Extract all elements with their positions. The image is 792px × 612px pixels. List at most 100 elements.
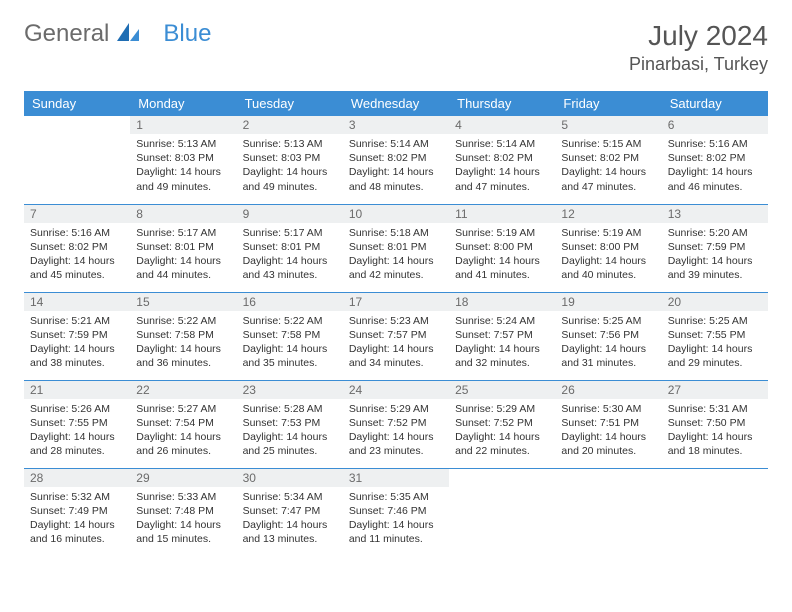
calendar-cell: 28Sunrise: 5:32 AMSunset: 7:49 PMDayligh… — [24, 468, 130, 556]
calendar-cell: 16Sunrise: 5:22 AMSunset: 7:58 PMDayligh… — [237, 292, 343, 380]
calendar-cell: 3Sunrise: 5:14 AMSunset: 8:02 PMDaylight… — [343, 116, 449, 204]
daylight-text: Daylight: 14 hours and 32 minutes. — [455, 342, 549, 370]
calendar-cell: 1Sunrise: 5:13 AMSunset: 8:03 PMDaylight… — [130, 116, 236, 204]
sunrise-text: Sunrise: 5:33 AM — [136, 490, 230, 504]
sunset-text: Sunset: 7:57 PM — [349, 328, 443, 342]
daylight-text: Daylight: 14 hours and 28 minutes. — [30, 430, 124, 458]
sunset-text: Sunset: 8:02 PM — [561, 151, 655, 165]
day-details: Sunrise: 5:27 AMSunset: 7:54 PMDaylight:… — [130, 399, 236, 465]
day-details: Sunrise: 5:34 AMSunset: 7:47 PMDaylight:… — [237, 487, 343, 553]
calendar-week: 1Sunrise: 5:13 AMSunset: 8:03 PMDaylight… — [24, 116, 768, 204]
sunrise-text: Sunrise: 5:19 AM — [455, 226, 549, 240]
day-number: 3 — [343, 116, 449, 134]
day-number: 1 — [130, 116, 236, 134]
day-number: 12 — [555, 205, 661, 223]
sunrise-text: Sunrise: 5:27 AM — [136, 402, 230, 416]
sunset-text: Sunset: 8:01 PM — [243, 240, 337, 254]
sunrise-text: Sunrise: 5:24 AM — [455, 314, 549, 328]
day-header: Wednesday — [343, 91, 449, 116]
day-details: Sunrise: 5:20 AMSunset: 7:59 PMDaylight:… — [662, 223, 768, 289]
sunset-text: Sunset: 8:02 PM — [30, 240, 124, 254]
day-number: 14 — [24, 293, 130, 311]
sunset-text: Sunset: 7:47 PM — [243, 504, 337, 518]
day-number: 27 — [662, 381, 768, 399]
sunset-text: Sunset: 7:52 PM — [349, 416, 443, 430]
sunset-text: Sunset: 7:59 PM — [668, 240, 762, 254]
sunset-text: Sunset: 7:58 PM — [243, 328, 337, 342]
day-details: Sunrise: 5:17 AMSunset: 8:01 PMDaylight:… — [130, 223, 236, 289]
calendar-cell: 10Sunrise: 5:18 AMSunset: 8:01 PMDayligh… — [343, 204, 449, 292]
calendar-cell — [662, 468, 768, 556]
sunset-text: Sunset: 7:54 PM — [136, 416, 230, 430]
calendar-cell: 7Sunrise: 5:16 AMSunset: 8:02 PMDaylight… — [24, 204, 130, 292]
calendar-cell: 9Sunrise: 5:17 AMSunset: 8:01 PMDaylight… — [237, 204, 343, 292]
calendar-table: SundayMondayTuesdayWednesdayThursdayFrid… — [24, 91, 768, 556]
logo-text-blue: Blue — [163, 20, 211, 48]
day-details: Sunrise: 5:24 AMSunset: 7:57 PMDaylight:… — [449, 311, 555, 377]
sunset-text: Sunset: 8:02 PM — [668, 151, 762, 165]
sunrise-text: Sunrise: 5:21 AM — [30, 314, 124, 328]
daylight-text: Daylight: 14 hours and 15 minutes. — [136, 518, 230, 546]
daylight-text: Daylight: 14 hours and 11 minutes. — [349, 518, 443, 546]
sunset-text: Sunset: 7:50 PM — [668, 416, 762, 430]
daylight-text: Daylight: 14 hours and 18 minutes. — [668, 430, 762, 458]
sunrise-text: Sunrise: 5:13 AM — [136, 137, 230, 151]
sunrise-text: Sunrise: 5:16 AM — [668, 137, 762, 151]
day-details: Sunrise: 5:23 AMSunset: 7:57 PMDaylight:… — [343, 311, 449, 377]
day-details: Sunrise: 5:17 AMSunset: 8:01 PMDaylight:… — [237, 223, 343, 289]
day-number: 23 — [237, 381, 343, 399]
daylight-text: Daylight: 14 hours and 34 minutes. — [349, 342, 443, 370]
day-details: Sunrise: 5:29 AMSunset: 7:52 PMDaylight:… — [449, 399, 555, 465]
day-number: 28 — [24, 469, 130, 487]
month-title: July 2024 — [629, 20, 768, 52]
daylight-text: Daylight: 14 hours and 46 minutes. — [668, 165, 762, 193]
daylight-text: Daylight: 14 hours and 41 minutes. — [455, 254, 549, 282]
sunrise-text: Sunrise: 5:22 AM — [243, 314, 337, 328]
daylight-text: Daylight: 14 hours and 13 minutes. — [243, 518, 337, 546]
calendar-cell: 19Sunrise: 5:25 AMSunset: 7:56 PMDayligh… — [555, 292, 661, 380]
daylight-text: Daylight: 14 hours and 35 minutes. — [243, 342, 337, 370]
sunset-text: Sunset: 7:57 PM — [455, 328, 549, 342]
sunrise-text: Sunrise: 5:15 AM — [561, 137, 655, 151]
sunset-text: Sunset: 7:46 PM — [349, 504, 443, 518]
calendar-cell: 2Sunrise: 5:13 AMSunset: 8:03 PMDaylight… — [237, 116, 343, 204]
sunset-text: Sunset: 7:49 PM — [30, 504, 124, 518]
day-number: 7 — [24, 205, 130, 223]
sunset-text: Sunset: 8:01 PM — [136, 240, 230, 254]
sunrise-text: Sunrise: 5:14 AM — [349, 137, 443, 151]
sunset-text: Sunset: 8:02 PM — [455, 151, 549, 165]
day-number: 13 — [662, 205, 768, 223]
sunset-text: Sunset: 7:55 PM — [30, 416, 124, 430]
page-header: General Blue July 2024 Pinarbasi, Turkey — [24, 20, 768, 75]
sunrise-text: Sunrise: 5:31 AM — [668, 402, 762, 416]
daylight-text: Daylight: 14 hours and 22 minutes. — [455, 430, 549, 458]
sunrise-text: Sunrise: 5:20 AM — [668, 226, 762, 240]
day-details: Sunrise: 5:16 AMSunset: 8:02 PMDaylight:… — [662, 134, 768, 200]
sunrise-text: Sunrise: 5:35 AM — [349, 490, 443, 504]
day-details: Sunrise: 5:25 AMSunset: 7:56 PMDaylight:… — [555, 311, 661, 377]
day-details: Sunrise: 5:29 AMSunset: 7:52 PMDaylight:… — [343, 399, 449, 465]
calendar-cell: 6Sunrise: 5:16 AMSunset: 8:02 PMDaylight… — [662, 116, 768, 204]
day-number: 21 — [24, 381, 130, 399]
sunset-text: Sunset: 7:53 PM — [243, 416, 337, 430]
day-details: Sunrise: 5:13 AMSunset: 8:03 PMDaylight:… — [237, 134, 343, 200]
sunrise-text: Sunrise: 5:34 AM — [243, 490, 337, 504]
daylight-text: Daylight: 14 hours and 31 minutes. — [561, 342, 655, 370]
calendar-week: 28Sunrise: 5:32 AMSunset: 7:49 PMDayligh… — [24, 468, 768, 556]
sunset-text: Sunset: 7:56 PM — [561, 328, 655, 342]
calendar-cell: 31Sunrise: 5:35 AMSunset: 7:46 PMDayligh… — [343, 468, 449, 556]
day-number: 6 — [662, 116, 768, 134]
day-header: Sunday — [24, 91, 130, 116]
daylight-text: Daylight: 14 hours and 39 minutes. — [668, 254, 762, 282]
daylight-text: Daylight: 14 hours and 23 minutes. — [349, 430, 443, 458]
sunrise-text: Sunrise: 5:18 AM — [349, 226, 443, 240]
sunset-text: Sunset: 8:03 PM — [243, 151, 337, 165]
sunset-text: Sunset: 7:59 PM — [30, 328, 124, 342]
day-number: 22 — [130, 381, 236, 399]
calendar-cell — [555, 468, 661, 556]
sunrise-text: Sunrise: 5:17 AM — [243, 226, 337, 240]
calendar-cell: 23Sunrise: 5:28 AMSunset: 7:53 PMDayligh… — [237, 380, 343, 468]
day-details: Sunrise: 5:14 AMSunset: 8:02 PMDaylight:… — [343, 134, 449, 200]
sunrise-text: Sunrise: 5:17 AM — [136, 226, 230, 240]
day-number: 25 — [449, 381, 555, 399]
